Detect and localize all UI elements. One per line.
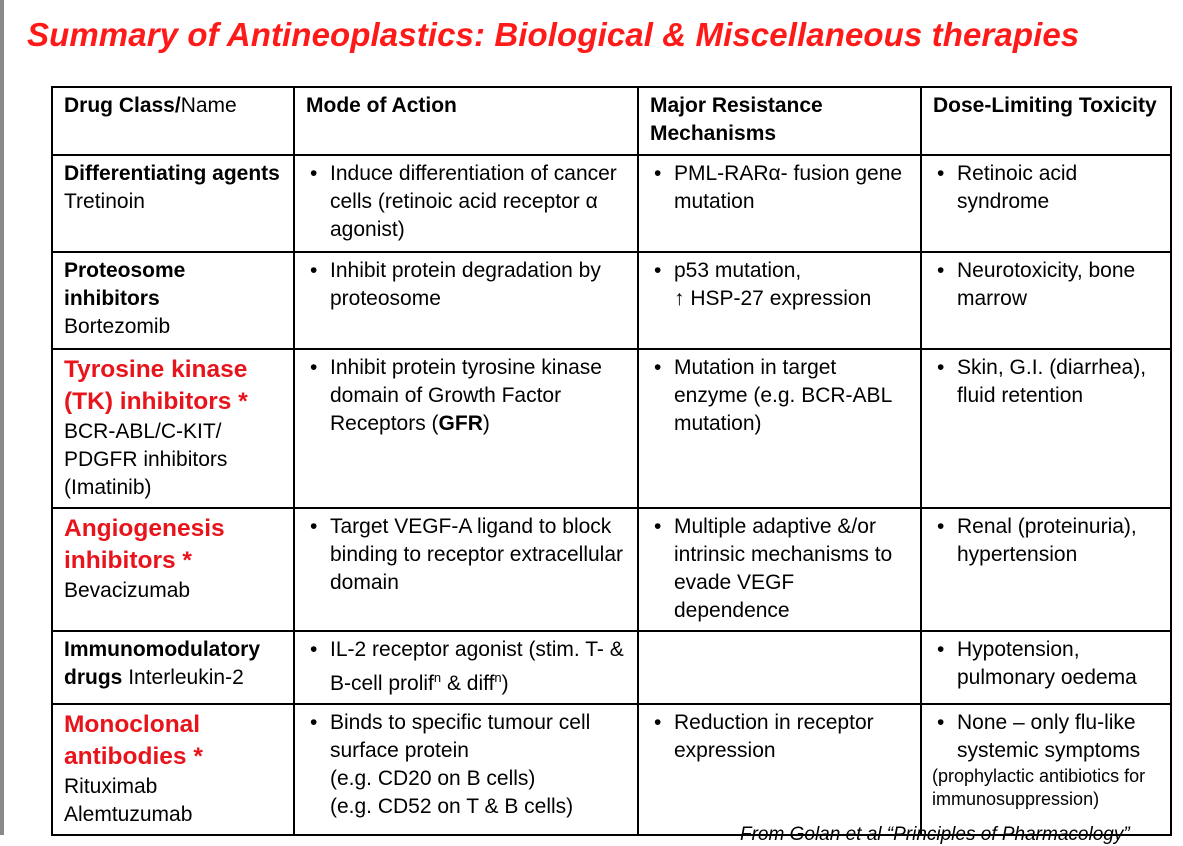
mode-cell: Target VEGF-A ligand to block binding to…: [293, 507, 639, 632]
table-row: Immunomodulatory drugs Interleukin-2 IL-…: [51, 630, 1172, 705]
mode-cell: Induce differentiation of cancer cells (…: [293, 154, 639, 253]
header-mode-of-action: Mode of Action: [293, 86, 639, 156]
table-row: Angiogenesis inhibitors * Bevacizumab Ta…: [51, 507, 1172, 632]
drug-class-cell: Tyrosine kinase (TK) inhibitors * BCR-AB…: [51, 348, 295, 509]
page-title: Summary of Antineoplastics: Biological &…: [27, 16, 1080, 53]
resistance-cell: Reduction in receptor expression: [637, 703, 922, 836]
table-row: Proteosome inhibitors Bortezomib Inhibit…: [51, 251, 1172, 350]
drug-class-cell: Immunomodulatory drugs Interleukin-2: [51, 630, 295, 705]
drug-names: Rituximab: [64, 775, 158, 798]
resistance-cell: PML-RARα- fusion gene mutation: [637, 154, 922, 253]
summary-table: Drug Class/Name Mode of Action Major Res…: [51, 86, 1172, 836]
header-toxicity: Dose-Limiting Toxicity: [920, 86, 1172, 156]
toxicity-cell: Hypotension, pulmonary oedema: [920, 630, 1172, 705]
drug-class-cell: Monoclonal antibodies * Rituximab Alemtu…: [51, 703, 295, 836]
list-item: Binds to specific tumour cell surface pr…: [306, 709, 627, 821]
list-item: IL-2 receptor agonist (stim. T- & B-cell…: [306, 636, 627, 698]
table-row: Tyrosine kinase (TK) inhibitors * BCR-AB…: [51, 348, 1172, 509]
drug-class-name: Proteosome inhibitors: [64, 259, 186, 310]
table-row: Differentiating agents Tretinoin Induce …: [51, 154, 1172, 253]
header-resistance: Major Resistance Mechanisms: [637, 86, 922, 156]
toxicity-cell: Neurotoxicity, bone marrow: [920, 251, 1172, 350]
drug-class-cell: Angiogenesis inhibitors * Bevacizumab: [51, 507, 295, 632]
list-item: Hypotension, pulmonary oedema: [933, 636, 1160, 692]
resistance-cell: p53 mutation,↑ HSP-27 expression: [637, 251, 922, 350]
mode-cell: Binds to specific tumour cell surface pr…: [293, 703, 639, 836]
drug-class-cell: Proteosome inhibitors Bortezomib: [51, 251, 295, 350]
drug-class-name: Monoclonal antibodies *: [64, 711, 203, 770]
mode-cell: IL-2 receptor agonist (stim. T- & B-cell…: [293, 630, 639, 705]
list-item: Inhibit protein tyrosine kinase domain o…: [306, 354, 627, 438]
toxicity-cell: Renal (proteinuria), hypertension: [920, 507, 1172, 632]
drug-names: Alemtuzumab: [64, 803, 193, 826]
list-item: None – only flu-like systemic symptoms: [933, 709, 1160, 765]
list-item: Reduction in receptor expression: [650, 709, 910, 765]
source-citation: From Golan et al “Principles of Pharmaco…: [740, 824, 1130, 845]
drug-names: drugs Interleukin-2: [64, 666, 244, 689]
list-item: Neurotoxicity, bone marrow: [933, 257, 1160, 313]
drug-names: Bevacizumab: [64, 579, 191, 602]
list-item: Renal (proteinuria), hypertension: [933, 513, 1160, 569]
drug-class-name: Differentiating agents: [64, 162, 280, 185]
drug-class-name: Immunomodulatory: [64, 638, 261, 661]
list-item: Skin, G.I. (diarrhea), fluid retention: [933, 354, 1160, 410]
header-drug-class: Drug Class/Name: [51, 86, 295, 156]
list-item: Induce differentiation of cancer cells (…: [306, 160, 627, 244]
toxicity-cell: Skin, G.I. (diarrhea), fluid retention: [920, 348, 1172, 509]
list-item: Mutation in target enzyme (e.g. BCR-ABL …: [650, 354, 910, 438]
drug-class-cell: Differentiating agents Tretinoin: [51, 154, 295, 253]
left-edge-bar: [0, 0, 4, 835]
list-item: Inhibit protein degradation by proteosom…: [306, 257, 627, 313]
list-item: Retinoic acid syndrome: [933, 160, 1160, 216]
table-row: Monoclonal antibodies * Rituximab Alemtu…: [51, 703, 1172, 836]
toxicity-cell: None – only flu-like systemic symptoms (…: [920, 703, 1172, 836]
drug-names: BCR-ABL/C-KIT/ PDGFR inhibitors (Imatini…: [64, 420, 228, 499]
list-item: p53 mutation,↑ HSP-27 expression: [650, 257, 910, 313]
drug-names: Tretinoin: [64, 190, 145, 213]
list-item: PML-RARα- fusion gene mutation: [650, 160, 910, 216]
mode-cell: Inhibit protein degradation by proteosom…: [293, 251, 639, 350]
header-row: Drug Class/Name Mode of Action Major Res…: [51, 86, 1172, 156]
resistance-cell: [637, 630, 922, 705]
resistance-cell: Multiple adaptive &/or intrinsic mechani…: [637, 507, 922, 632]
list-item: Target VEGF-A ligand to block binding to…: [306, 513, 627, 597]
toxicity-cell: Retinoic acid syndrome: [920, 154, 1172, 253]
drug-names: Bortezomib: [64, 315, 171, 338]
toxicity-note: (prophylactic antibiotics for immunosupp…: [932, 766, 1146, 809]
mode-cell: Inhibit protein tyrosine kinase domain o…: [293, 348, 639, 509]
drug-class-name: Tyrosine kinase (TK) inhibitors *: [64, 356, 248, 415]
drug-class-name: Angiogenesis inhibitors *: [64, 515, 225, 574]
list-item: Multiple adaptive &/or intrinsic mechani…: [650, 513, 910, 625]
resistance-cell: Mutation in target enzyme (e.g. BCR-ABL …: [637, 348, 922, 509]
